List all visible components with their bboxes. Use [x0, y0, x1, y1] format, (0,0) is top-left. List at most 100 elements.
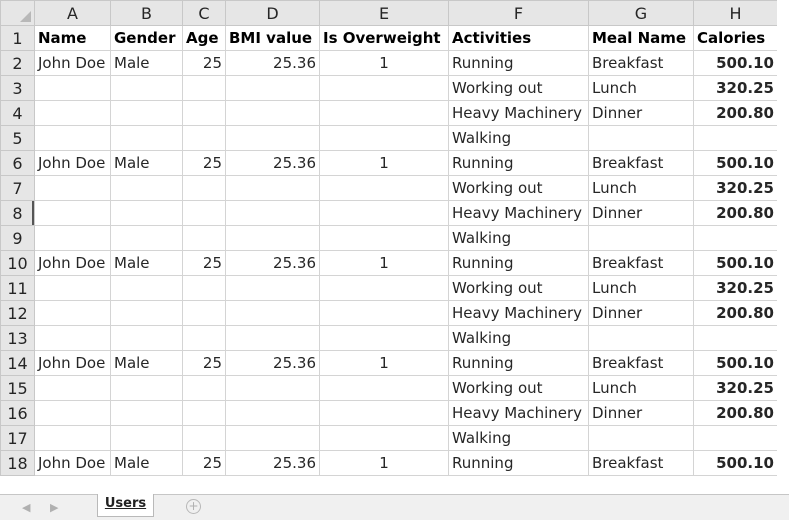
cell-g[interactable]: Breakfast — [588, 250, 694, 276]
cell-d[interactable] — [225, 125, 320, 151]
cell-e[interactable]: 1 — [319, 150, 449, 176]
cell-g[interactable]: Dinner — [588, 200, 694, 226]
cell-h[interactable]: 200.80 — [693, 100, 778, 126]
cell-d[interactable] — [225, 275, 320, 301]
cell-b[interactable] — [110, 325, 183, 351]
cell-a[interactable]: John Doe — [34, 450, 111, 476]
row-header[interactable]: 1 — [0, 25, 35, 51]
cell-e[interactable]: 1 — [319, 350, 449, 376]
cell-a[interactable] — [34, 425, 111, 451]
cell-c[interactable]: 25 — [182, 250, 226, 276]
cell-h[interactable]: 500.10 — [693, 450, 778, 476]
cell-h[interactable] — [693, 325, 778, 351]
cell-g[interactable]: Meal Name — [588, 25, 694, 51]
cell-b[interactable] — [110, 175, 183, 201]
cell-f[interactable]: Heavy Machinery — [448, 300, 589, 326]
cell-b[interactable] — [110, 75, 183, 101]
cell-e[interactable] — [319, 175, 449, 201]
row-header[interactable]: 9 — [0, 225, 35, 251]
cell-h[interactable] — [693, 225, 778, 251]
cell-f[interactable]: Working out — [448, 75, 589, 101]
row-header[interactable]: 11 — [0, 275, 35, 301]
cell-a[interactable] — [34, 275, 111, 301]
cell-e[interactable] — [319, 325, 449, 351]
cell-e[interactable] — [319, 125, 449, 151]
cell-a[interactable] — [34, 225, 111, 251]
column-header-c[interactable]: C — [182, 0, 226, 26]
cell-h[interactable]: 320.25 — [693, 75, 778, 101]
cell-f[interactable]: Running — [448, 50, 589, 76]
cell-g[interactable]: Lunch — [588, 75, 694, 101]
row-header[interactable]: 5 — [0, 125, 35, 151]
row-header[interactable]: 14 — [0, 350, 35, 376]
cell-f[interactable]: Walking — [448, 225, 589, 251]
cell-b[interactable] — [110, 200, 183, 226]
cell-a[interactable] — [34, 375, 111, 401]
cell-e[interactable]: 1 — [319, 250, 449, 276]
cell-a[interactable]: John Doe — [34, 150, 111, 176]
cell-d[interactable]: 25.36 — [225, 50, 320, 76]
cell-h[interactable]: Calories — [693, 25, 778, 51]
cell-f[interactable]: Running — [448, 450, 589, 476]
worksheet[interactable]: A B C D E F G H 1 Name Gender Age BMI value I… — [0, 0, 789, 494]
cell-h[interactable] — [693, 425, 778, 451]
row-header[interactable]: 3 — [0, 75, 35, 101]
cell-b[interactable] — [110, 375, 183, 401]
cell-a[interactable] — [34, 100, 111, 126]
cell-a[interactable] — [34, 75, 111, 101]
row-header[interactable]: 4 — [0, 100, 35, 126]
previous-sheet-icon[interactable]: ◀ — [22, 501, 31, 514]
row-header[interactable]: 15 — [0, 375, 35, 401]
cell-d[interactable]: 25.36 — [225, 350, 320, 376]
cell-h[interactable]: 200.80 — [693, 400, 778, 426]
cell-e[interactable] — [319, 275, 449, 301]
cell-g[interactable]: Breakfast — [588, 150, 694, 176]
cell-a[interactable]: Name — [34, 25, 111, 51]
cell-c[interactable]: 25 — [182, 350, 226, 376]
cell-c[interactable] — [182, 375, 226, 401]
cell-d[interactable] — [225, 325, 320, 351]
column-header-e[interactable]: E — [319, 0, 449, 26]
column-header-a[interactable]: A — [34, 0, 111, 26]
cell-e[interactable] — [319, 100, 449, 126]
cell-a[interactable] — [34, 125, 111, 151]
sheet-tab-users[interactable]: Users — [97, 494, 154, 517]
row-header[interactable]: 16 — [0, 400, 35, 426]
cell-g[interactable]: Breakfast — [588, 450, 694, 476]
cell-h[interactable]: 500.10 — [693, 150, 778, 176]
cell-b[interactable]: Male — [110, 150, 183, 176]
cell-c[interactable] — [182, 75, 226, 101]
cell-d[interactable] — [225, 225, 320, 251]
cell-c[interactable] — [182, 225, 226, 251]
cell-e[interactable]: 1 — [319, 50, 449, 76]
cell-g[interactable] — [588, 325, 694, 351]
cell-a[interactable] — [34, 200, 111, 226]
cell-d[interactable] — [225, 425, 320, 451]
cell-d[interactable] — [225, 75, 320, 101]
cell-b[interactable] — [110, 275, 183, 301]
column-header-g[interactable]: G — [588, 0, 694, 26]
select-all-corner[interactable] — [0, 0, 35, 26]
cell-c[interactable] — [182, 200, 226, 226]
cell-h[interactable]: 320.25 — [693, 375, 778, 401]
cell-g[interactable]: Breakfast — [588, 350, 694, 376]
cell-b[interactable]: Male — [110, 50, 183, 76]
cell-a[interactable] — [34, 300, 111, 326]
cell-b[interactable] — [110, 225, 183, 251]
cell-g[interactable]: Dinner — [588, 300, 694, 326]
cell-d[interactable] — [225, 400, 320, 426]
cell-e[interactable] — [319, 400, 449, 426]
cell-e[interactable] — [319, 425, 449, 451]
cell-h[interactable]: 320.25 — [693, 175, 778, 201]
cell-c[interactable]: Age — [182, 25, 226, 51]
cell-f[interactable]: Running — [448, 350, 589, 376]
cell-d[interactable]: 25.36 — [225, 150, 320, 176]
cell-e[interactable] — [319, 375, 449, 401]
cell-d[interactable]: 25.36 — [225, 250, 320, 276]
cell-c[interactable]: 25 — [182, 450, 226, 476]
row-header[interactable]: 7 — [0, 175, 35, 201]
cell-b[interactable]: Male — [110, 350, 183, 376]
column-header-f[interactable]: F — [448, 0, 589, 26]
cell-g[interactable]: Breakfast — [588, 50, 694, 76]
row-header[interactable]: 12 — [0, 300, 35, 326]
